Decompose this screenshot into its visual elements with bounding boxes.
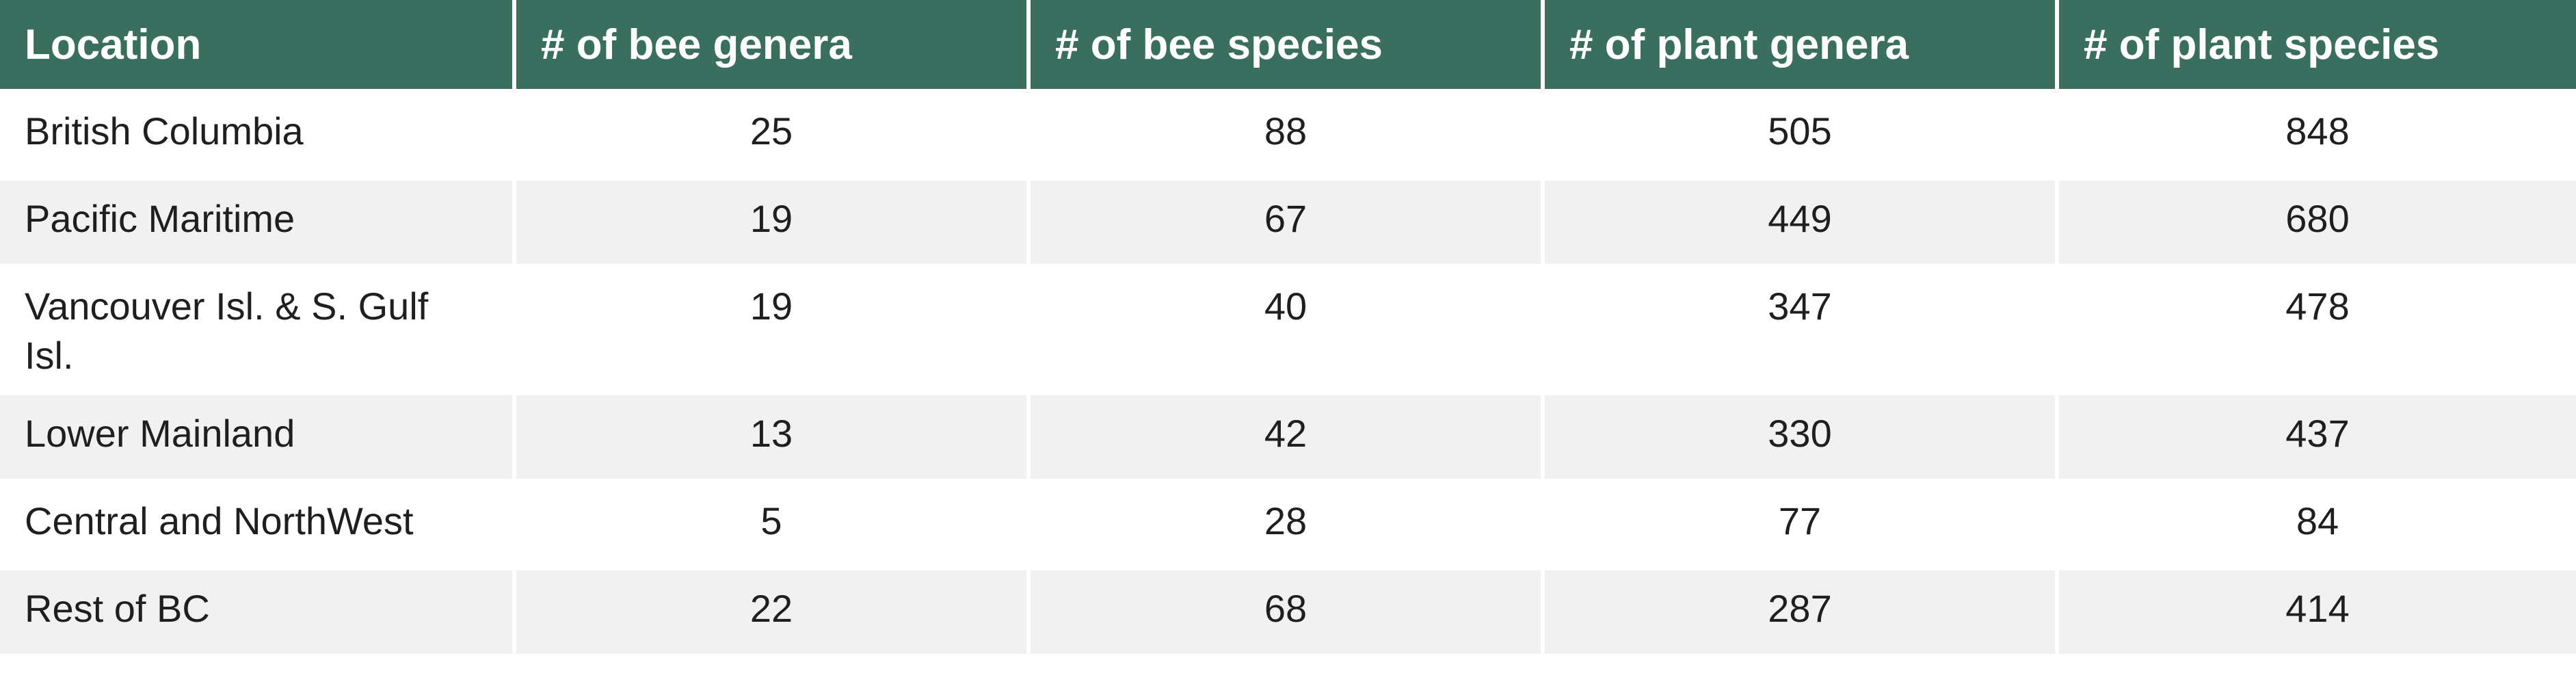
location-cell: Pacific Maritime — [0, 179, 516, 266]
bee-species-cell: 40 — [1028, 266, 1545, 393]
plant-species-cell: 478 — [2057, 266, 2576, 393]
plant-genera-cell: 77 — [1543, 481, 2059, 568]
table-row: Vancouver Isl. & S. Gulf Isl. 19 40 347 … — [0, 266, 2576, 393]
plant-genera-cell: 347 — [1543, 266, 2059, 393]
column-header-location: Location — [0, 0, 516, 91]
column-header-bee-species: # of bee species — [1028, 0, 1545, 91]
bee-species-cell: 67 — [1028, 179, 1545, 266]
plant-genera-cell: 449 — [1543, 179, 2059, 266]
plant-genera-cell: 330 — [1543, 393, 2059, 481]
table-row: Central and NorthWest 5 28 77 84 — [0, 481, 2576, 568]
plant-species-cell: 848 — [2057, 91, 2576, 179]
bee-genera-cell: 22 — [514, 568, 1031, 656]
location-cell: Lower Mainland — [0, 393, 516, 481]
plant-species-cell: 84 — [2057, 481, 2576, 568]
table-row: British Columbia 25 88 505 848 — [0, 91, 2576, 179]
bee-genera-cell: 5 — [514, 481, 1031, 568]
location-cell: Vancouver Isl. & S. Gulf Isl. — [0, 266, 516, 393]
plant-species-cell: 680 — [2057, 179, 2576, 266]
bee-genera-cell: 25 — [514, 91, 1031, 179]
bee-plant-table: Location # of bee genera # of bee specie… — [0, 0, 2576, 656]
location-cell: Rest of BC — [0, 568, 516, 656]
plant-species-cell: 437 — [2057, 393, 2576, 481]
location-cell: Central and NorthWest — [0, 481, 516, 568]
column-header-bee-genera: # of bee genera — [514, 0, 1031, 91]
table-body: British Columbia 25 88 505 848 Pacific M… — [0, 91, 2576, 656]
bee-species-cell: 28 — [1028, 481, 1545, 568]
plant-genera-cell: 505 — [1543, 91, 2059, 179]
plant-species-cell: 414 — [2057, 568, 2576, 656]
table-row: Lower Mainland 13 42 330 437 — [0, 393, 2576, 481]
column-header-plant-species: # of plant species — [2057, 0, 2576, 91]
bee-genera-cell: 19 — [514, 179, 1031, 266]
table-row: Rest of BC 22 68 287 414 — [0, 568, 2576, 656]
bee-species-cell: 88 — [1028, 91, 1545, 179]
column-header-plant-genera: # of plant genera — [1543, 0, 2059, 91]
bee-species-cell: 68 — [1028, 568, 1545, 656]
table-row: Pacific Maritime 19 67 449 680 — [0, 179, 2576, 266]
bee-genera-cell: 13 — [514, 393, 1031, 481]
bee-species-cell: 42 — [1028, 393, 1545, 481]
header-row: Location # of bee genera # of bee specie… — [0, 0, 2576, 91]
plant-genera-cell: 287 — [1543, 568, 2059, 656]
table-header: Location # of bee genera # of bee specie… — [0, 0, 2576, 91]
location-cell: British Columbia — [0, 91, 516, 179]
bee-genera-cell: 19 — [514, 266, 1031, 393]
